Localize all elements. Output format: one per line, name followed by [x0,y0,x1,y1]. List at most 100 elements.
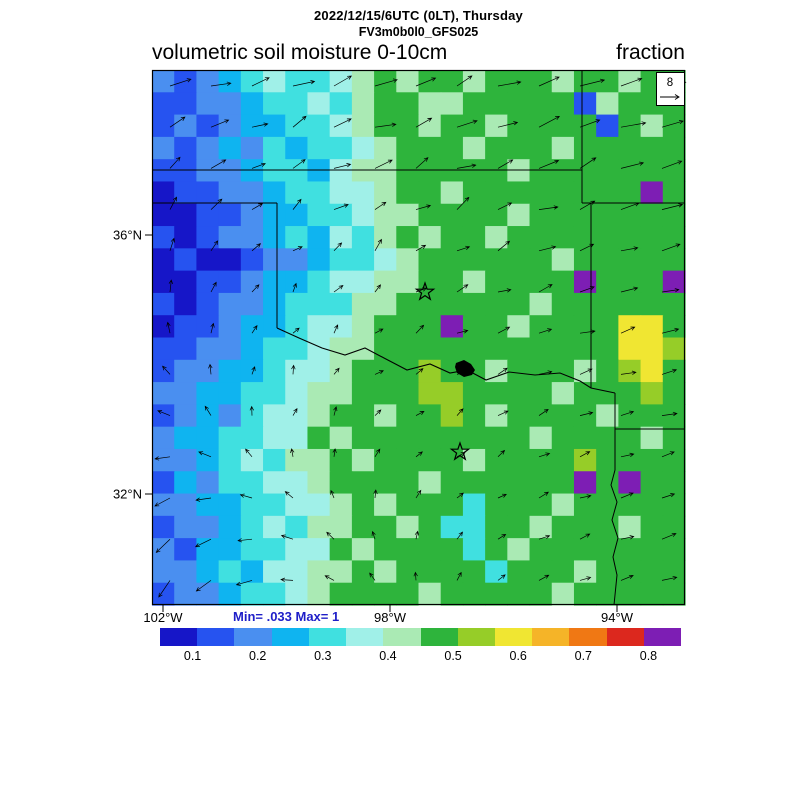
colorbar-tick-label: 0.2 [248,649,267,663]
moisture-cell [551,359,575,383]
moisture-cell [485,92,508,116]
moisture-cell [418,92,442,116]
moisture-cell [351,582,375,606]
moisture-cell [507,92,531,116]
moisture-cell [529,70,553,93]
moisture-cell [174,515,198,539]
moisture-cell [573,382,597,405]
colorbar-segment [569,628,607,646]
moisture-cell [240,404,264,428]
moisture-cell [529,181,553,205]
moisture-cell [285,359,309,383]
moisture-cell [573,315,597,339]
moisture-cell [596,538,619,562]
moisture-cell [551,92,575,116]
moisture-cell [418,337,442,361]
moisture-cell [485,404,508,428]
moisture-cell [440,404,464,428]
colorbar-tick-label: 0.1 [183,649,202,663]
colorbar-tick-label: 0.7 [574,649,593,663]
moisture-cell [551,70,575,93]
moisture-cell [662,248,686,272]
moisture-cell [218,159,242,183]
moisture-cell [462,114,486,138]
moisture-cell [285,92,309,116]
moisture-cell [440,337,464,361]
moisture-cell [662,359,686,383]
moisture-cell [485,136,508,160]
moisture-cell [196,515,220,539]
moisture-cell [551,292,575,316]
moisture-cell [329,493,353,517]
moisture-cell [529,337,553,361]
moisture-cell [174,337,198,361]
moisture-cell [485,426,508,450]
colorbar-tick-label: 0.5 [444,649,462,663]
axis-ticks [145,234,618,612]
moisture-cell [485,448,508,472]
moisture-cell [263,560,286,584]
moisture-cell [551,315,575,339]
moisture-cell [618,359,642,383]
moisture-cell [351,493,375,517]
moisture-cell [640,181,664,205]
moisture-cell [240,203,264,227]
moisture-cell [351,315,375,339]
moisture-cell [596,382,619,405]
moisture-cell [307,70,331,93]
moisture-cell [640,248,664,272]
moisture-cell [174,136,198,160]
moisture-cell [485,203,508,227]
moisture-cell [196,226,220,249]
moisture-cell [374,582,397,606]
moisture-cell [618,493,642,517]
moisture-cell [374,315,397,339]
moisture-cell [573,248,597,272]
moisture-cell [218,70,242,93]
colorbar-segment [308,628,347,646]
moisture-cell [507,337,531,361]
moisture-cell [374,404,397,428]
moisture-cell [174,203,198,227]
moisture-cell [440,582,464,606]
moisture-cell [263,426,286,450]
moisture-cell [152,159,175,183]
plot-title-row: volumetric soil moisture 0-10cm fraction [152,41,685,65]
moisture-cell [329,181,353,205]
moisture-cell [329,70,353,93]
moisture-cell [662,226,686,249]
moisture-cell [329,359,353,383]
moisture-cell [507,404,531,428]
moisture-cell [662,448,686,472]
moisture-cell [618,114,642,138]
moisture-cell [618,248,642,272]
moisture-cell [285,248,309,272]
moisture-cell [462,448,486,472]
moisture-cell [218,448,242,472]
moisture-cell [551,515,575,539]
moisture-cell [618,159,642,183]
moisture-cell [374,515,397,539]
moisture-cell [351,359,375,383]
moisture-cell [596,114,619,138]
moisture-cell [462,181,486,205]
moisture-cell [418,70,442,93]
moisture-cell [507,359,531,383]
moisture-cell [618,92,642,116]
colorbar-segment [606,628,644,646]
moisture-cell [196,136,220,160]
moisture-cell [640,315,664,339]
moisture-cell [618,226,642,249]
moisture-cell [640,471,664,495]
moisture-cell [329,226,353,249]
moisture-cell [573,159,597,183]
moisture-cell [640,270,664,294]
moisture-cell [418,292,442,316]
moisture-cell [396,203,420,227]
moisture-cell [240,337,264,361]
moisture-cell [573,515,597,539]
moisture-cell [196,114,220,138]
moisture-cell [218,226,242,249]
moisture-cell [218,248,242,272]
moisture-cell [418,159,442,183]
